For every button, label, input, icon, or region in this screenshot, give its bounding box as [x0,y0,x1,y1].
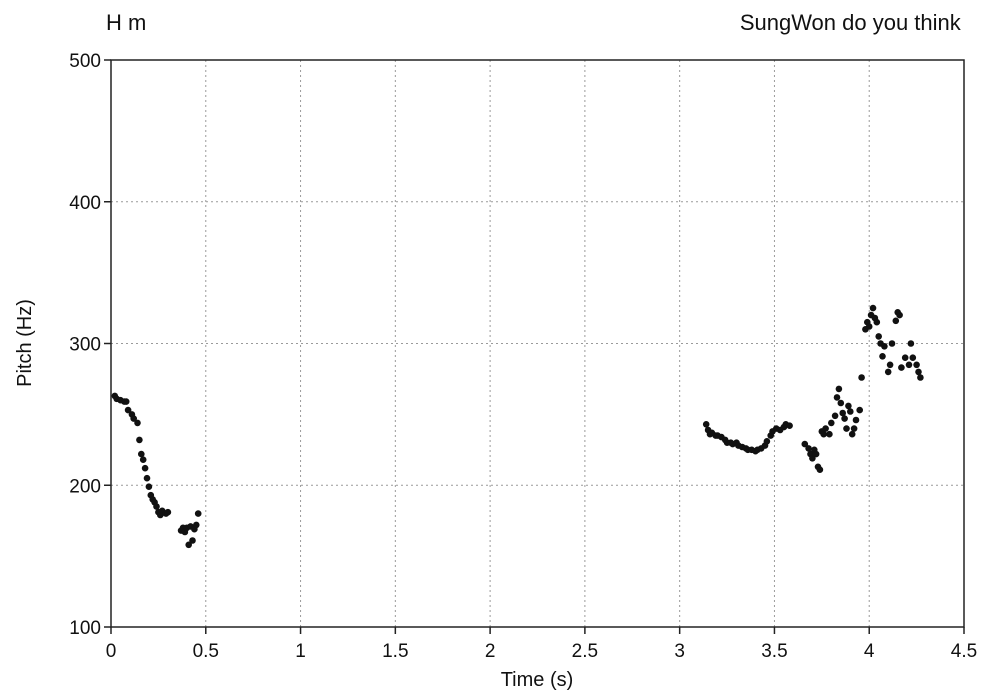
data-point [837,399,845,407]
data-point [869,304,877,312]
annotations: H m SungWon do you think [106,10,962,35]
data-point [917,374,924,381]
data-point [828,419,835,427]
x-tick-label: 4.5 [951,641,977,662]
y-tick-label: 300 [69,335,101,356]
data-point [805,445,812,452]
x-tick-label: 1 [295,641,306,662]
data-point [898,364,905,371]
data-point [801,440,809,448]
data-point [886,361,894,369]
data-point [873,318,881,326]
data-point [786,422,793,430]
annotation-text: SungWon do you think [740,10,962,35]
data-point [189,537,196,544]
data-point [896,311,903,319]
data-point [841,415,848,422]
x-tick-label: 2 [485,641,496,662]
data-point [139,456,147,464]
axis-ticks [104,59,965,634]
data-point [865,323,873,330]
data-point [122,398,130,405]
x-tick-label: 2.5 [572,641,598,662]
data-point [185,541,192,549]
data-point [143,474,151,482]
data-point [702,421,710,428]
x-tick-label: 4 [864,641,875,662]
data-points [111,304,924,549]
data-point [839,409,846,417]
data-point [831,412,839,420]
data-point [845,402,852,410]
data-point [850,425,858,432]
x-tick-label: 3.5 [761,641,787,662]
data-point [763,438,771,445]
data-point [847,408,854,415]
data-point [141,464,149,472]
y-tick-label: 500 [69,51,101,72]
x-tick-label: 0.5 [193,641,219,662]
data-point [848,430,856,438]
y-tick-label: 400 [69,193,101,214]
data-point [881,343,888,350]
data-point [153,503,160,510]
data-point [835,385,843,393]
data-point [812,450,820,458]
data-point [194,510,202,517]
y-tick-label: 100 [69,618,101,639]
data-point [822,425,829,432]
annotation-text: H m [106,10,146,35]
data-point [124,406,132,414]
data-point [892,317,900,325]
data-point [901,354,909,362]
data-point [856,406,863,414]
y-tick-labels: 100 200 300 400 500 [69,51,101,639]
data-point [833,394,841,401]
x-tick-labels: 0 0.5 1 1.5 2 2.5 3 3.5 4 4.5 [106,641,978,662]
data-point [134,419,141,427]
data-point [816,466,824,474]
data-point [193,521,200,529]
data-point [879,353,886,360]
data-point [909,354,917,362]
y-tick-label: 200 [69,476,101,497]
data-point [858,374,865,381]
data-point [164,508,172,516]
x-tick-label: 1.5 [382,641,408,662]
x-axis-label: Time (s) [501,669,574,691]
data-point [820,430,827,438]
data-point [913,361,920,369]
data-point [826,430,833,438]
grid [111,60,964,627]
data-point [136,436,143,444]
data-point [915,368,922,376]
x-tick-label: 0 [106,641,117,662]
data-point [875,333,882,340]
data-point [852,416,860,424]
data-point [145,483,153,491]
x-tick-label: 3 [674,641,685,662]
data-point [843,425,850,432]
data-point [907,340,915,347]
data-point [905,361,913,369]
y-axis-label: Pitch (Hz) [14,299,36,387]
data-point [884,368,892,376]
data-point [888,340,896,347]
data-point [130,415,137,422]
data-point [138,450,145,458]
